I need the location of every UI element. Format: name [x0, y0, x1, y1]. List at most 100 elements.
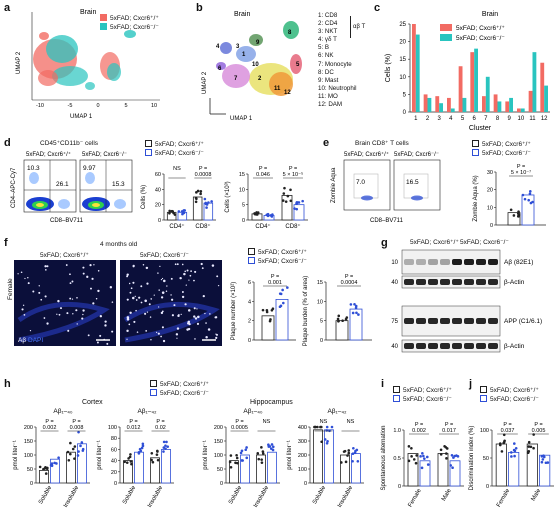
legend-swatch-ko: [472, 149, 479, 156]
chart-i-point: [439, 453, 443, 456]
chart-h_h40-p-label: NS: [263, 419, 271, 425]
chart-h_c40-ylabel: pmol liter⁻¹: [13, 440, 19, 470]
chart-f1-point: [269, 318, 272, 321]
plaque-dot-ko: [184, 270, 187, 273]
plaque-dot-ko: [126, 318, 130, 321]
plaque-dot-ko: [194, 338, 196, 340]
chart-i-xtick: Male: [441, 487, 453, 502]
umap-a-xtick: 0: [96, 103, 99, 109]
chart-c-ytick: 0: [403, 110, 407, 116]
chart-i-point: [445, 452, 448, 455]
legend-label-wt: 5xFAD; Cxcr6⁺/⁺: [155, 141, 204, 148]
chart-h_h40-point: [235, 453, 238, 457]
wb-band: [440, 259, 450, 265]
chart-h_h40-p-value: 0.0005: [231, 425, 248, 431]
chart-d2-ytick: 15: [239, 172, 245, 178]
plaque-dot-wt: [20, 271, 23, 274]
chart-j-point: [513, 454, 516, 458]
plaque-dot-ko: [163, 279, 166, 283]
plaque-dot-ko: [181, 291, 184, 293]
western-blot-g: 10 Aβ (82E1) 40 β-Actin 75 APP (C1/6.1) 40 β-Ac…: [391, 249, 542, 353]
chart-h_c40-point: [77, 450, 80, 453]
legend-label-wt: 5xFAD; Cxcr6⁺/⁺: [403, 387, 452, 394]
chart-h_h42-p-label: NS: [320, 419, 328, 425]
plaque-dot-ko: [128, 282, 131, 285]
chart-f1-ylabel: Plaque number (×10²): [231, 282, 237, 341]
legend-swatch-ko: [145, 149, 152, 156]
chart-h_c42-point: [162, 446, 166, 449]
chart-j-point: [527, 440, 531, 444]
chart-i-point: [450, 453, 454, 457]
chart-d2-ytick: 5: [242, 203, 245, 209]
wb-band: [428, 318, 438, 324]
chart-h_c40-bar: [77, 443, 87, 484]
panel-label-d: d: [4, 137, 11, 149]
chart-h_h40-point: [229, 454, 233, 457]
chart-c-legend-swatch: [440, 34, 452, 41]
plaque-dot-wt: [76, 323, 78, 325]
umap-b-xlabel: UMAP 1: [230, 116, 253, 122]
plaque-dot-ko: [189, 274, 192, 277]
chart-j-point: [532, 446, 535, 450]
chart-f2-bar: [335, 320, 349, 341]
plaque-dot-wt: [27, 282, 30, 285]
chart-c-bar: [415, 34, 420, 112]
chart-f2-ytick: 0: [320, 338, 323, 344]
chart-c-bar: [447, 97, 451, 112]
chart-h_c40-point: [66, 450, 70, 454]
chart-i-point: [445, 457, 448, 460]
chart-h_c42-point: [166, 445, 170, 448]
plaque-dot-ko: [157, 272, 159, 274]
svg-text:8: 8: [288, 30, 292, 36]
chart-d-point: [194, 200, 198, 204]
legend-label-wt: 5xFAD; Cxcr6⁺/⁺: [490, 387, 539, 394]
wb-band: [476, 318, 486, 324]
umap-b-ylabel: UMAP 2: [202, 71, 208, 94]
chart-h_c42-ytick: 80: [111, 436, 117, 442]
chart-i-point: [415, 454, 418, 457]
chart-f2-point: [337, 319, 340, 323]
chart-h_c42-point: [123, 460, 126, 464]
chart-h_c40-ytick: 100: [24, 453, 33, 459]
chart-d2-bar: [281, 195, 293, 221]
chart-h_c40-point: [79, 444, 82, 448]
bar-chart-f2: 0 5 10 15 P =0.0004 Plaque burden (% of area): [303, 274, 372, 346]
chart-j-p-label: P =: [503, 422, 511, 428]
chart-h_h42-point: [313, 425, 316, 429]
chart-c-bar: [427, 97, 432, 112]
chart-h_c40-point: [81, 447, 85, 451]
bar-chart-h-hippo-42: Aβ₁–₄₂ 0 100 200 300 400 Soluble NS Insoluble NS p…: [287, 408, 364, 509]
chart-j-point: [509, 451, 513, 454]
chart-d2-ylabel: Cells (×10³): [225, 181, 231, 212]
plaque-dot-wt: [104, 320, 107, 323]
chart-h_h42-point: [347, 451, 351, 455]
chart-h_h42-p-label: NS: [347, 419, 355, 425]
chart-c-xtick: 10: [517, 116, 524, 122]
chart-d-point: [177, 210, 181, 213]
plaque-dot-wt: [22, 304, 25, 306]
chart-h_h42-point: [352, 446, 355, 450]
plaque-dot-wt: [95, 298, 98, 300]
wb-label: APP (C1/6.1): [504, 318, 542, 325]
chart-f2-ylabel: Plaque burden (% of area): [303, 276, 309, 346]
plaque-dot-ko: [176, 327, 180, 330]
chart-i-point: [414, 461, 418, 465]
chart-h_c42-point: [125, 461, 129, 464]
plaque-dot-ko: [185, 284, 187, 286]
chart-c-bar: [505, 101, 510, 112]
legend-swatch-wt: [100, 14, 107, 21]
flow-e-ylabel: Zombie Aqua: [331, 167, 337, 203]
plaque-dot-wt: [111, 301, 114, 303]
chart-h_c42-point: [151, 460, 155, 464]
chart-i-point: [449, 464, 453, 467]
chart-h_h42-bar: [324, 429, 334, 484]
chart-h_c40-p-label: P =: [72, 419, 80, 425]
umap-a-title: Brain: [80, 9, 96, 16]
wb-label: Aβ (82E1): [504, 259, 533, 266]
chart-f1-bar: [261, 315, 275, 341]
f-age-label: 4 months old: [100, 241, 138, 248]
chart-h_c40-point: [69, 441, 72, 445]
chart-d2-point: [289, 199, 293, 203]
f-wt-label: 5xFAD; Cxcr6⁺/⁺: [40, 252, 89, 259]
